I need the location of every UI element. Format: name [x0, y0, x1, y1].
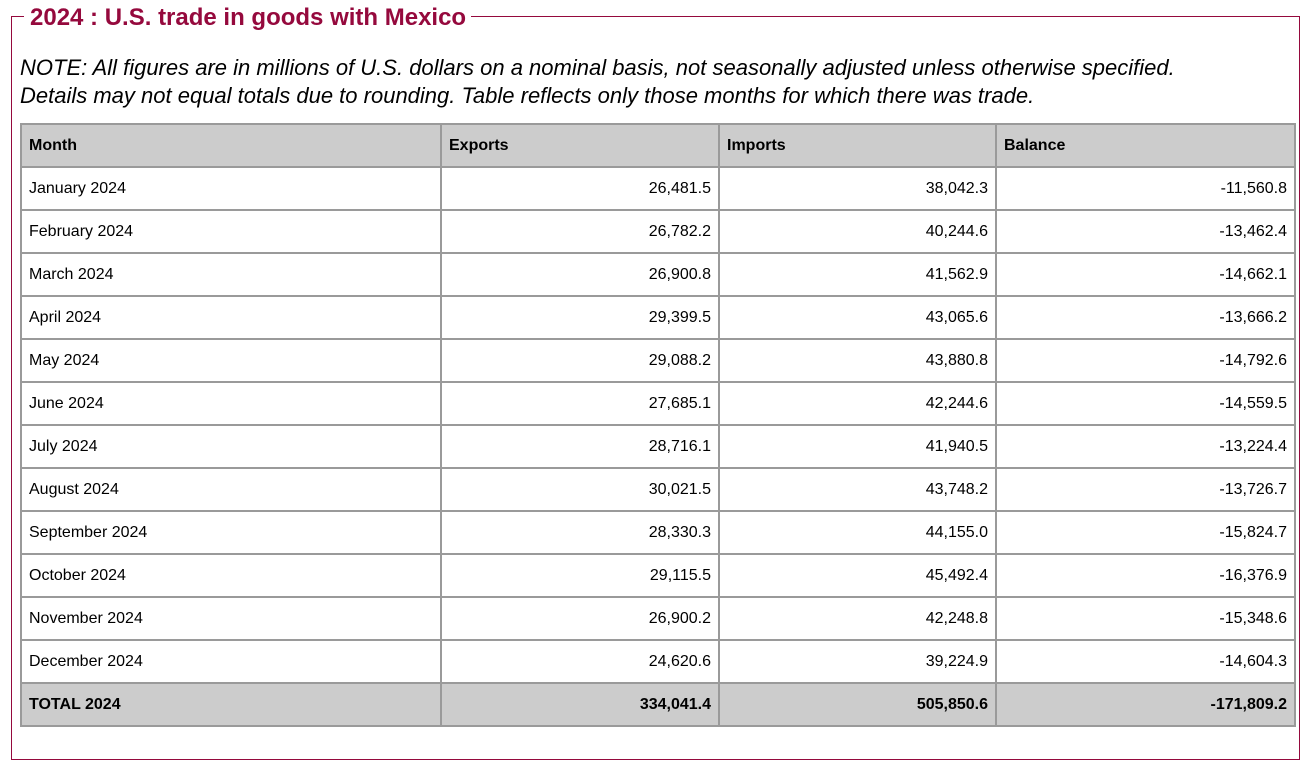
table-row: January 2024 26,481.5 38,042.3 -11,560.8 — [20, 166, 1296, 211]
cell-exports: 28,330.3 — [440, 510, 720, 555]
table-total-row: TOTAL 2024 334,041.4 505,850.6 -171,809.… — [20, 682, 1296, 727]
column-header-imports[interactable]: Imports — [718, 123, 997, 168]
cell-exports: 24,620.6 — [440, 639, 720, 684]
table-row: November 2024 26,900.2 42,248.8 -15,348.… — [20, 596, 1296, 641]
cell-month: February 2024 — [20, 209, 442, 254]
cell-exports: 28,716.1 — [440, 424, 720, 469]
cell-month: June 2024 — [20, 381, 442, 426]
cell-imports: 44,155.0 — [718, 510, 997, 555]
cell-exports: 30,021.5 — [440, 467, 720, 512]
total-exports: 334,041.4 — [440, 682, 720, 727]
cell-exports: 29,399.5 — [440, 295, 720, 340]
table-row: June 2024 27,685.1 42,244.6 -14,559.5 — [20, 381, 1296, 426]
cell-imports: 42,244.6 — [718, 381, 997, 426]
table-row: September 2024 28,330.3 44,155.0 -15,824… — [20, 510, 1296, 555]
cell-imports: 39,224.9 — [718, 639, 997, 684]
table-header-row: Month Exports Imports Balance — [20, 123, 1296, 168]
table-row: October 2024 29,115.5 45,492.4 -16,376.9 — [20, 553, 1296, 598]
column-header-exports[interactable]: Exports — [440, 123, 720, 168]
cell-exports: 29,088.2 — [440, 338, 720, 383]
cell-imports: 38,042.3 — [718, 166, 997, 211]
column-header-month[interactable]: Month — [20, 123, 442, 168]
cell-exports: 26,900.8 — [440, 252, 720, 297]
cell-month: January 2024 — [20, 166, 442, 211]
cell-month: July 2024 — [20, 424, 442, 469]
cell-month: September 2024 — [20, 510, 442, 555]
trade-table: Month Exports Imports Balance January 20… — [20, 123, 1296, 727]
cell-imports: 40,244.6 — [718, 209, 997, 254]
cell-month: October 2024 — [20, 553, 442, 598]
cell-balance: -15,824.7 — [995, 510, 1296, 555]
cell-balance: -14,559.5 — [995, 381, 1296, 426]
column-header-balance[interactable]: Balance — [995, 123, 1296, 168]
total-imports: 505,850.6 — [718, 682, 997, 727]
cell-exports: 27,685.1 — [440, 381, 720, 426]
cell-exports: 29,115.5 — [440, 553, 720, 598]
table-row: December 2024 24,620.6 39,224.9 -14,604.… — [20, 639, 1296, 684]
table-row: May 2024 29,088.2 43,880.8 -14,792.6 — [20, 338, 1296, 383]
cell-imports: 45,492.4 — [718, 553, 997, 598]
cell-month: November 2024 — [20, 596, 442, 641]
page-title: 2024 : U.S. trade in goods with Mexico — [24, 3, 472, 33]
table-row: April 2024 29,399.5 43,065.6 -13,666.2 — [20, 295, 1296, 340]
cell-balance: -14,792.6 — [995, 338, 1296, 383]
cell-balance: -15,348.6 — [995, 596, 1296, 641]
note-text: NOTE: All figures are in millions of U.S… — [20, 54, 1300, 110]
cell-balance: -16,376.9 — [995, 553, 1296, 598]
cell-imports: 41,940.5 — [718, 424, 997, 469]
cell-balance: -13,462.4 — [995, 209, 1296, 254]
note-line-1: NOTE: All figures are in millions of U.S… — [20, 55, 1175, 80]
cell-imports: 43,880.8 — [718, 338, 997, 383]
cell-balance: -13,666.2 — [995, 295, 1296, 340]
cell-imports: 41,562.9 — [718, 252, 997, 297]
cell-balance: -14,604.3 — [995, 639, 1296, 684]
cell-month: December 2024 — [20, 639, 442, 684]
note-line-2: Details may not equal totals due to roun… — [20, 83, 1035, 108]
trade-fieldset — [11, 16, 1300, 760]
total-balance: -171,809.2 — [995, 682, 1296, 727]
cell-month: August 2024 — [20, 467, 442, 512]
table-row: March 2024 26,900.8 41,562.9 -14,662.1 — [20, 252, 1296, 297]
cell-imports: 43,065.6 — [718, 295, 997, 340]
cell-exports: 26,481.5 — [440, 166, 720, 211]
cell-exports: 26,782.2 — [440, 209, 720, 254]
cell-imports: 43,748.2 — [718, 467, 997, 512]
cell-balance: -13,726.7 — [995, 467, 1296, 512]
cell-month: May 2024 — [20, 338, 442, 383]
cell-balance: -11,560.8 — [995, 166, 1296, 211]
cell-imports: 42,248.8 — [718, 596, 997, 641]
cell-balance: -14,662.1 — [995, 252, 1296, 297]
cell-exports: 26,900.2 — [440, 596, 720, 641]
table-row: August 2024 30,021.5 43,748.2 -13,726.7 — [20, 467, 1296, 512]
cell-month: March 2024 — [20, 252, 442, 297]
cell-month: April 2024 — [20, 295, 442, 340]
total-label: TOTAL 2024 — [20, 682, 442, 727]
table-row: July 2024 28,716.1 41,940.5 -13,224.4 — [20, 424, 1296, 469]
table-row: February 2024 26,782.2 40,244.6 -13,462.… — [20, 209, 1296, 254]
cell-balance: -13,224.4 — [995, 424, 1296, 469]
